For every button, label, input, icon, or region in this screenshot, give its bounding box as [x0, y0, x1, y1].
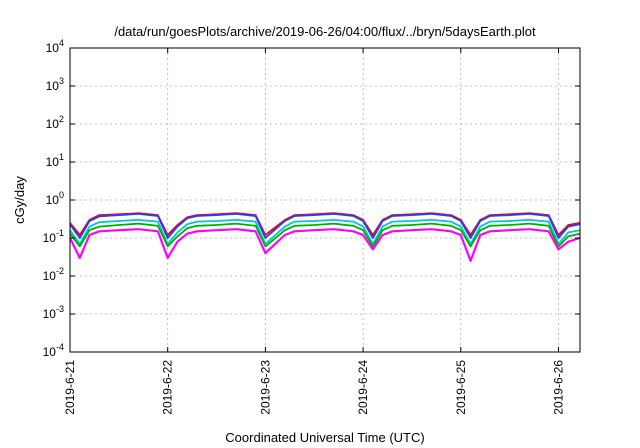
- x-axis-label: Coordinated Universal Time (UTC): [225, 430, 424, 445]
- series-line-3: [69, 218, 581, 245]
- y-tick-label: 10-2: [43, 266, 64, 283]
- x-tick-label: 2019-6-23: [258, 360, 272, 415]
- x-axis: 2019-6-21 2019-6-22 2019-6-23 2019-6-24 2019…: [63, 48, 566, 415]
- y-axis: 10-4 10-3 10-2 10-1 100 101 102 103 104: [43, 38, 580, 359]
- y-tick-label: 104: [46, 38, 64, 55]
- y-tick-label: 10-1: [43, 228, 64, 245]
- x-tick-label: 2019-6-22: [161, 360, 175, 415]
- x-tick-label: 2019-6-21: [63, 360, 77, 415]
- y-tick-label: 10-4: [43, 342, 64, 359]
- series-line-5: [69, 228, 581, 262]
- chart-title: /data/run/goesPlots/archive/2019-06-26/0…: [114, 24, 536, 39]
- data-series: [69, 212, 581, 262]
- x-tick-label: 2019-6-24: [356, 360, 370, 415]
- y-axis-label: cGy/day: [12, 176, 27, 224]
- series-line-2: [69, 212, 581, 239]
- x-tick-label: 2019-6-26: [552, 360, 566, 415]
- series-line-4: [69, 222, 581, 248]
- y-tick-label: 101: [46, 152, 64, 169]
- x-tick-label: 2019-6-25: [454, 360, 468, 415]
- grid: [70, 48, 580, 352]
- y-tick-label: 102: [46, 114, 64, 131]
- y-tick-label: 103: [46, 76, 64, 93]
- y-tick-label: 100: [46, 190, 64, 207]
- y-tick-label: 10-3: [43, 304, 64, 321]
